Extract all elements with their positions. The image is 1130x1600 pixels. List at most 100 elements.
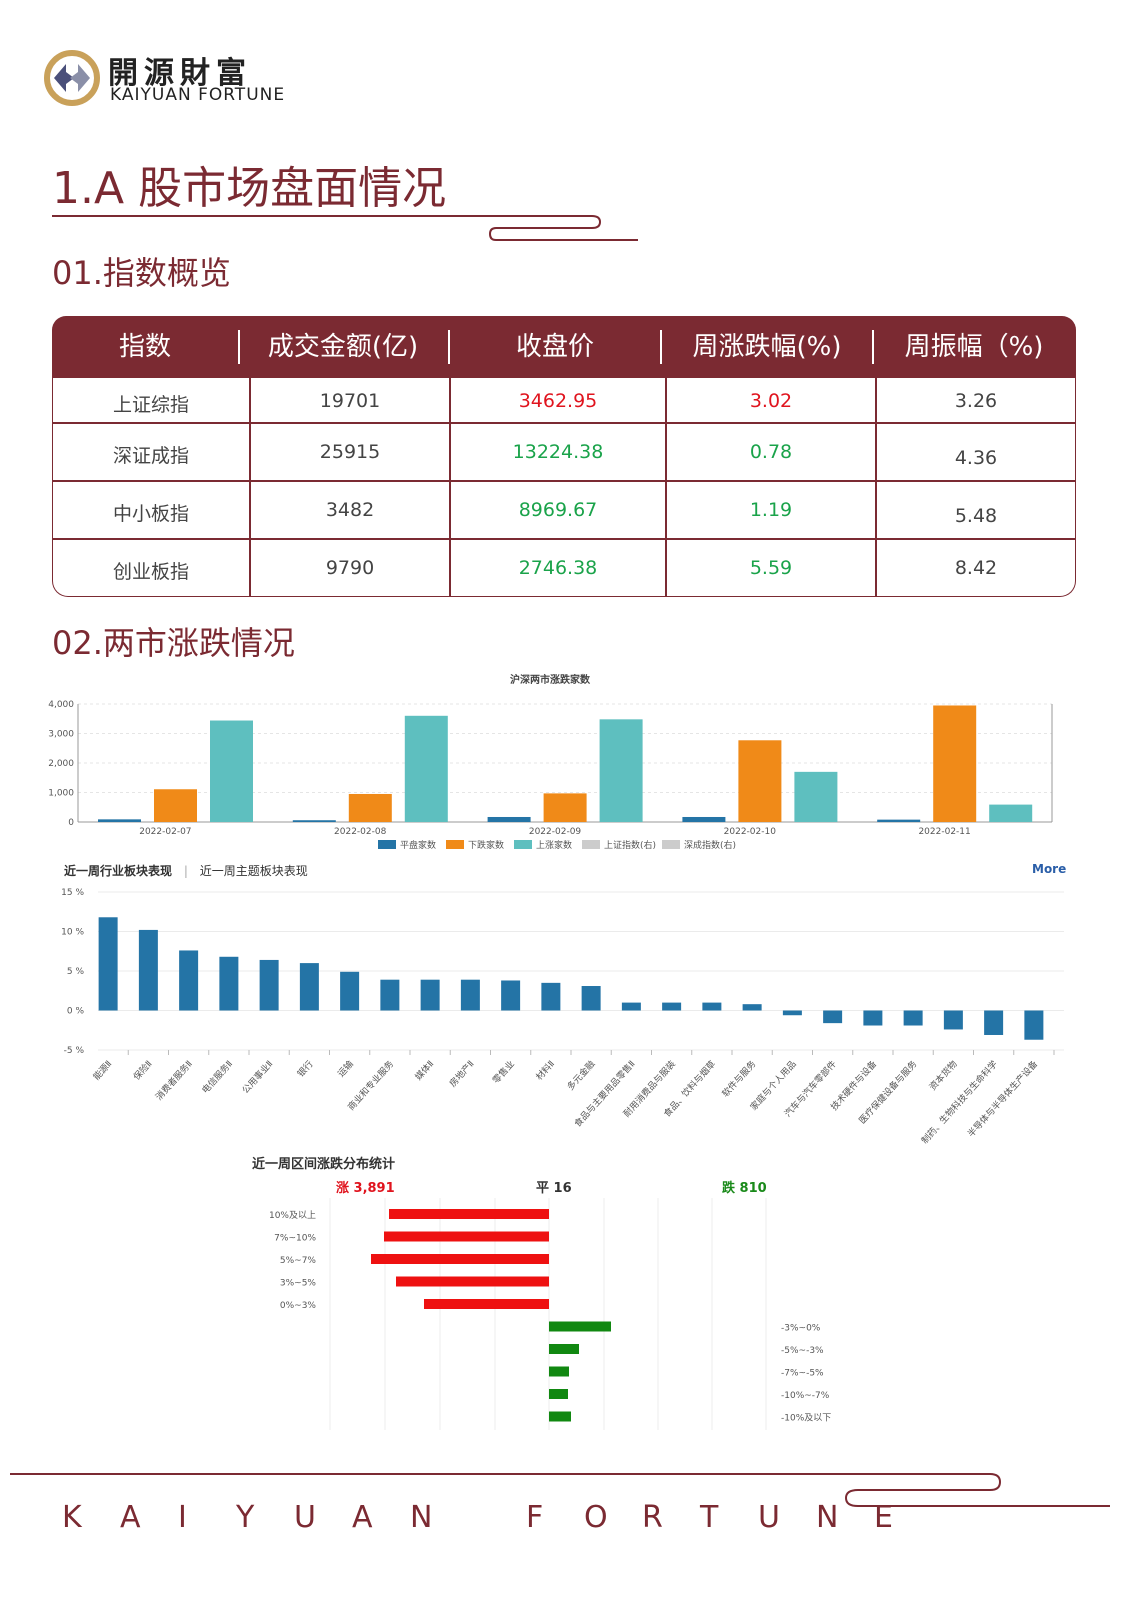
x-tick-label: 媒体Ⅱ <box>412 1058 436 1083</box>
footer-letter: Y <box>236 1500 255 1535</box>
legend-swatch <box>514 840 532 849</box>
industry-bar <box>340 971 360 1011</box>
range-bar-up <box>371 1254 549 1264</box>
footer-letter: A <box>352 1500 373 1535</box>
category-label: 7%~10% <box>274 1234 316 1244</box>
th-index: 指数 <box>118 332 171 362</box>
x-tick-label: 材料Ⅱ <box>533 1058 557 1083</box>
footer-letter: O <box>584 1500 608 1535</box>
legend-swatch <box>662 840 680 849</box>
up-count: 涨 3,891 <box>336 1181 395 1196</box>
industry-bar <box>219 956 239 1011</box>
brand-name-cn: 開源財富 <box>108 56 252 91</box>
x-tick-label: 公用事业Ⅱ <box>239 1058 275 1096</box>
legend-swatch <box>378 840 396 849</box>
table-cell-close: 3462.95 <box>518 390 598 412</box>
x-tick-label: 2022-02-10 <box>724 827 777 837</box>
x-tick-label: 资本货物 <box>927 1058 960 1093</box>
industry-bar <box>782 1010 802 1016</box>
column-divider <box>665 378 667 596</box>
x-tick-label: 2022-02-09 <box>529 827 582 837</box>
industry-bar <box>863 1010 883 1026</box>
brand-logo-icon <box>44 50 100 106</box>
category-label: 5%~7% <box>280 1256 317 1266</box>
tab-industry-week[interactable]: 近一周行业板块表现 <box>64 864 173 878</box>
industry-bar <box>179 950 199 1011</box>
category-label: 10%及以上 <box>269 1210 316 1221</box>
table-body: 上证综指 19701 3462.95 3.02 3.26 深证成指 25915 … <box>52 378 1076 597</box>
tab-theme-week[interactable]: 近一周主题板块表现 <box>199 864 308 878</box>
industry-bar <box>702 1002 722 1011</box>
range-bar-up <box>389 1209 549 1219</box>
y-tick-label: 15 % <box>61 888 84 898</box>
footer-letter: N <box>410 1500 433 1535</box>
footer-letter: I <box>178 1500 187 1535</box>
industry-bar <box>380 979 400 1011</box>
legend-label: 上证指数(右) <box>604 839 656 851</box>
category-label: -5%~-3% <box>781 1346 824 1356</box>
industry-bar <box>420 979 440 1011</box>
x-tick-label: 运输 <box>335 1058 356 1079</box>
category-label: -10%~-7% <box>781 1391 830 1401</box>
th-change: 周涨跌幅(%) <box>692 332 842 362</box>
table-cell-change: 5.59 <box>749 557 793 579</box>
bar-平盘家数 <box>292 820 336 822</box>
table-cell-amount: 25915 <box>319 441 381 463</box>
x-tick-label: 软件与服务 <box>719 1058 758 1099</box>
bar-上涨家数 <box>794 771 838 822</box>
chart-title: 沪深两市涨跌家数 <box>510 673 591 686</box>
row-divider <box>53 480 1075 482</box>
row-divider <box>53 538 1075 540</box>
legend-swatch <box>446 840 464 849</box>
y-tick-label: 1,000 <box>48 789 74 799</box>
section-title: 1.A 股市场盘面情况 <box>52 163 447 214</box>
range-bar-down <box>549 1366 569 1377</box>
column-divider <box>449 378 451 596</box>
more-link[interactable]: More <box>1032 862 1067 876</box>
header-separator <box>448 330 450 364</box>
bar-上涨家数 <box>404 715 448 822</box>
range-bar-up <box>424 1299 549 1309</box>
header-separator <box>872 330 874 364</box>
x-tick-label: 能源Ⅱ <box>90 1058 114 1083</box>
table-cell-change: 1.19 <box>749 499 793 521</box>
table-cell-index: 上证综指 <box>112 394 189 416</box>
x-tick-label: 制药、生物科技与生命科学 <box>919 1058 1000 1146</box>
category-label: 0%~3% <box>280 1301 317 1311</box>
category-label: -3%~0% <box>781 1324 821 1334</box>
industry-bar <box>621 1002 641 1011</box>
legend-label: 下跌家数 <box>468 839 504 851</box>
x-tick-label: 零售业 <box>490 1058 517 1086</box>
bar-上涨家数 <box>210 720 253 822</box>
range-bar-up <box>396 1276 549 1287</box>
title-underline-decoration <box>52 215 638 241</box>
brand-name-en: KAIYUAN FORTUNE <box>110 85 286 105</box>
industry-bar <box>903 1010 923 1026</box>
range-bar-down <box>549 1321 611 1332</box>
footer-letter: E <box>874 1500 893 1535</box>
footer-letter: U <box>758 1500 780 1535</box>
x-tick-label: 电信服务Ⅱ <box>199 1058 235 1096</box>
industry-bar <box>138 929 158 1011</box>
x-tick-label: 2022-02-11 <box>918 827 970 837</box>
footer-letter: U <box>294 1500 316 1535</box>
table-cell-close: 2746.38 <box>518 557 598 579</box>
column-divider <box>249 378 251 596</box>
th-amount: 成交金额(亿) <box>267 332 419 362</box>
bar-下跌家数 <box>348 793 392 822</box>
x-tick-label: 半导体与半导体生产设备 <box>965 1058 1040 1140</box>
header-separator <box>238 330 240 364</box>
industry-tabs: 近一周行业板块表现 | 近一周主题板块表现 <box>64 862 308 879</box>
th-close: 收盘价 <box>515 332 594 362</box>
bar-上涨家数 <box>989 804 1033 822</box>
table-cell-amplitude: 4.36 <box>954 447 998 469</box>
footer-letter: F <box>526 1500 544 1535</box>
x-tick-label: 银行 <box>295 1058 316 1079</box>
table-cell-close: 13224.38 <box>512 441 604 463</box>
y-tick-label: -5 % <box>64 1046 85 1056</box>
subsection-title-market: 02.两市涨跌情况 <box>52 624 295 662</box>
x-tick-label: 消费者服务Ⅱ <box>153 1058 195 1103</box>
y-tick-label: 0 <box>68 818 74 828</box>
footer-letter: R <box>642 1500 663 1535</box>
